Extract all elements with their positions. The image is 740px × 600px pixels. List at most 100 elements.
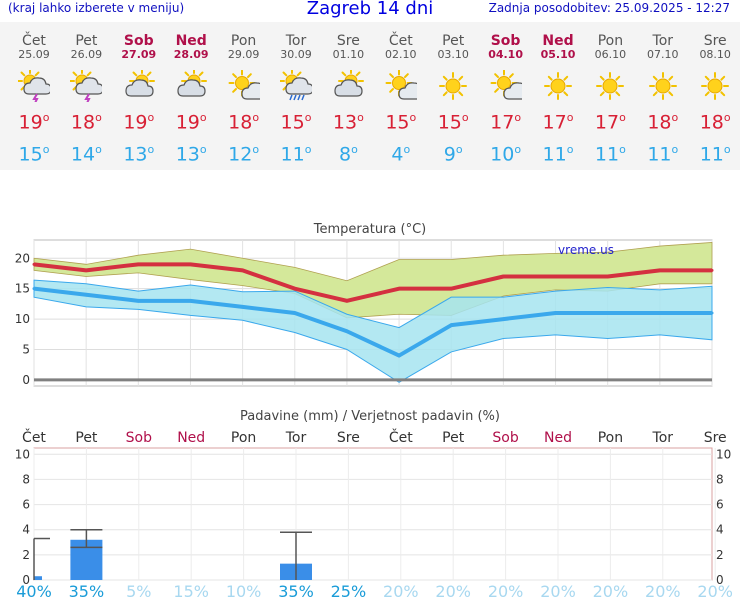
sun-icon: [542, 70, 574, 102]
day-date: 06.10: [594, 48, 627, 61]
max-temp-value: 17: [490, 111, 515, 134]
day-name: Pon: [597, 33, 624, 49]
day-label: Pet: [442, 430, 465, 446]
max-temp-range-band: [33, 242, 713, 319]
min-temp-point: [345, 329, 349, 333]
min-temp-value: 12: [228, 143, 253, 166]
day-name: Ned: [175, 33, 207, 49]
day-forecast: Pet 03.10 15o 9o: [427, 22, 479, 166]
min-temp-point: [501, 317, 505, 321]
min-temp-value: 11: [647, 143, 672, 166]
max-temperature: 19o: [113, 111, 165, 133]
max-temp-value: 19: [175, 111, 200, 134]
day-label: Tor: [652, 430, 674, 446]
min-temperature: 9o: [427, 143, 479, 165]
max-temp-point: [606, 275, 610, 278]
degree-sign: o: [723, 143, 731, 156]
precipitation-probability: 20%: [383, 582, 419, 600]
sun-cloud-rain-icon: [279, 68, 314, 102]
sun-icon: [647, 70, 679, 102]
degree-sign: o: [147, 143, 155, 156]
min-temp-value: 11: [542, 143, 567, 166]
max-temp-value: 18: [228, 111, 253, 134]
day-date: 05.10: [540, 48, 576, 61]
day-forecast: Čet 25.09 19o 15o: [8, 22, 60, 165]
min-temperature: 10o: [480, 143, 532, 165]
precipitation-chart-title: Padavine (mm) / Verjetnost padavin (%): [240, 409, 500, 424]
max-temp-point: [188, 262, 192, 266]
min-temp-point: [397, 354, 401, 358]
max-temperature: 15o: [375, 111, 427, 133]
day-date: 01.10: [332, 48, 365, 61]
sun-small-cloud-icon: [490, 69, 532, 102]
y-tick-label-right: 8: [716, 472, 724, 486]
max-temp-value: 18: [699, 111, 724, 134]
precipitation-probability: 40%: [16, 582, 52, 600]
max-temp-value: 19: [123, 111, 148, 134]
max-temp-point: [136, 262, 140, 266]
min-temp-point: [241, 305, 245, 309]
day-label: Pon: [598, 430, 623, 446]
min-temp-point: [710, 311, 714, 315]
max-temp-point: [293, 287, 297, 291]
day-forecast: Čet 02.10 15o 4o: [375, 22, 427, 165]
day-label: Pet: [75, 430, 98, 446]
y-tick-label: 10: [15, 447, 30, 461]
max-temperature: 15o: [270, 111, 322, 133]
degree-sign: o: [357, 111, 364, 124]
precipitation-probability: 20%: [540, 582, 576, 600]
degree-sign: o: [566, 111, 574, 124]
day-label: Sre: [337, 430, 360, 446]
sun-icon: [594, 70, 626, 102]
day-label: Sre: [704, 430, 727, 446]
min-temp-value: 14: [70, 143, 96, 166]
day-forecast: Sob 27.09 19o 13o: [113, 22, 165, 166]
min-temperature: 8o: [322, 143, 374, 165]
min-temp-value: 11: [699, 143, 724, 166]
y-tick-label: 8: [22, 472, 30, 486]
max-temp-value: 15: [280, 111, 305, 134]
day-forecast: Ned 05.10 17o 11o: [532, 22, 584, 166]
min-temperature: 11o: [532, 143, 584, 165]
sun-icon: [699, 70, 731, 102]
min-temperature: 13o: [113, 143, 165, 165]
max-temperature: 18o: [218, 111, 270, 133]
temperature-chart-title: Temperatura (°C): [313, 222, 426, 237]
sun-behind-cloud-icon: [332, 68, 365, 102]
y-tick-label: 6: [22, 498, 30, 512]
max-temperature: 17o: [532, 111, 584, 133]
degree-sign: o: [42, 111, 50, 124]
max-temp-point: [554, 275, 558, 278]
day-date: 26.09: [70, 48, 103, 61]
day-forecast: Tor 07.10 18o 11o: [637, 22, 689, 166]
max-temp-value: 17: [594, 111, 620, 134]
min-temperature: 11o: [637, 143, 689, 165]
min-temp-range-band: [33, 279, 713, 383]
precipitation-probability: 20%: [488, 582, 524, 600]
min-temp-point: [554, 311, 558, 315]
degree-sign: o: [723, 111, 731, 124]
max-temp-point: [345, 299, 349, 303]
min-temp-point: [293, 311, 297, 315]
day-date: 08.10: [699, 48, 731, 61]
max-temp-value: 15: [437, 111, 462, 134]
precipitation-probability: 20%: [645, 582, 681, 600]
day-label: Ned: [177, 430, 205, 446]
day-label: Sob: [492, 430, 518, 446]
day-forecast: Sob 04.10 17o 10o: [480, 22, 532, 165]
precipitation-probability: 35%: [278, 582, 314, 600]
day-date: 04.10: [488, 48, 523, 61]
max-temperature: 19o: [8, 111, 60, 133]
location-menu-hint[interactable]: (kraj lahko izberete v meniju): [8, 1, 185, 15]
day-label: Pon: [231, 430, 256, 446]
degree-sign: o: [514, 111, 522, 124]
max-temperature: 18o: [60, 111, 112, 133]
degree-sign: o: [403, 143, 411, 156]
min-temp-point: [84, 293, 88, 297]
y-tick-label: 10: [15, 312, 30, 326]
day-name: Čet: [22, 33, 46, 49]
day-date: 27.09: [121, 48, 157, 61]
y-tick-label: 15: [15, 282, 30, 296]
min-temperature: 11o: [270, 143, 322, 165]
